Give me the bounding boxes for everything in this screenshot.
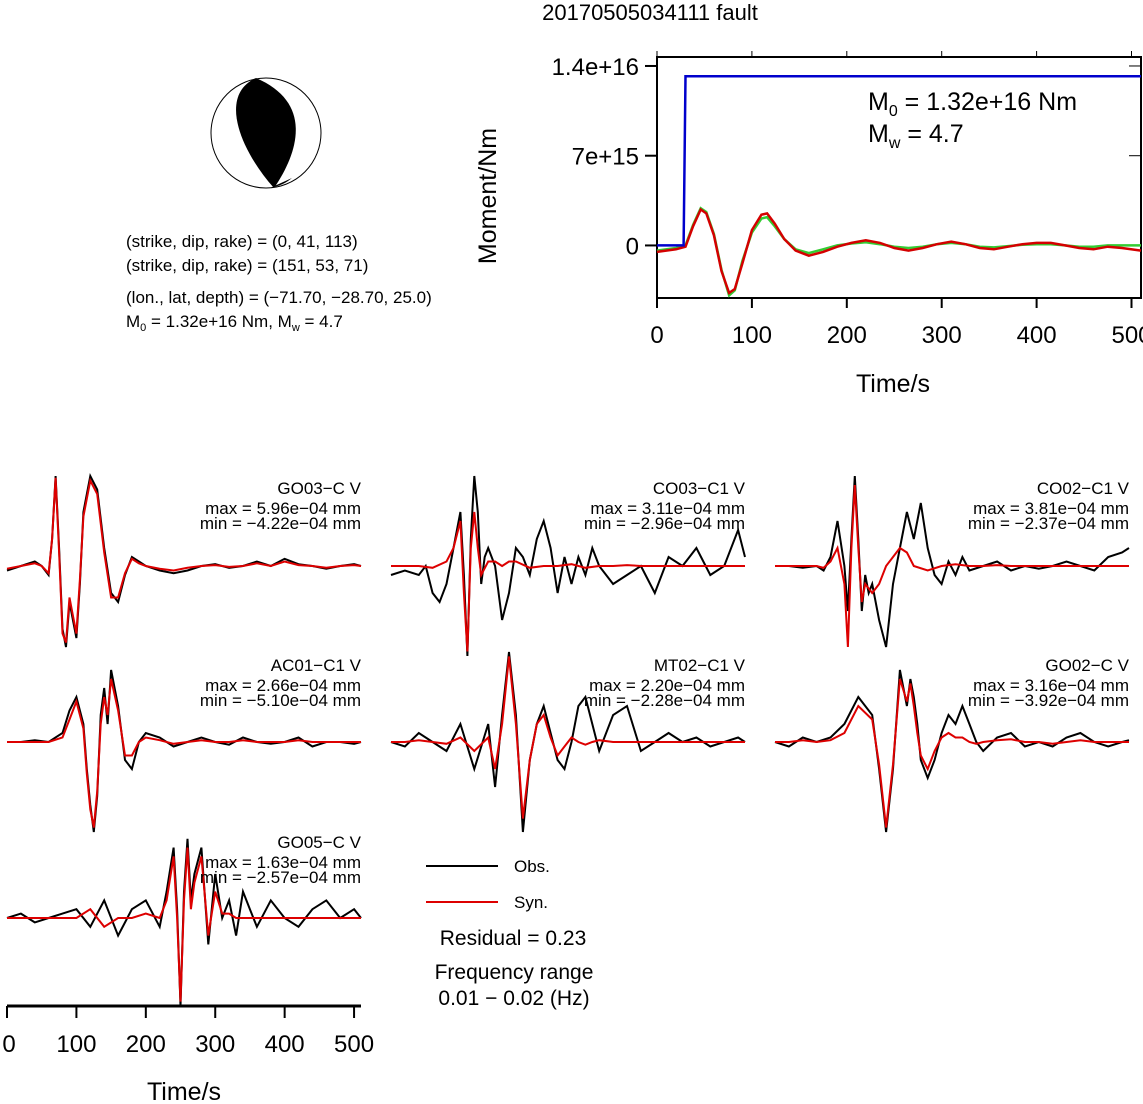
waveform-time-axis: Time/s 0 100 200 300 400 500 xyxy=(2,1004,374,1104)
station-min: min = −2.57e−04 mm xyxy=(200,868,361,887)
mechanism-moment: M0 = 1.32e+16 Nm, Mw = 4.7 xyxy=(126,312,343,334)
synthetic-waveform xyxy=(391,656,745,819)
station-max: max = 1.63e−04 mm xyxy=(205,853,361,872)
waveform-xtick-label: 200 xyxy=(126,1031,166,1058)
observed-waveform xyxy=(774,669,1130,833)
synthetic-waveform xyxy=(6,477,362,643)
moment-xlabel: Time/s xyxy=(856,370,930,398)
station-name: CO03−C1 V xyxy=(653,479,746,498)
waveform-xtick-label: 300 xyxy=(195,1031,235,1058)
mw-sym: M xyxy=(868,120,889,148)
moment-mid: = 1.32e+16 Nm, M xyxy=(146,312,292,331)
mw-rest: = 4.7 xyxy=(900,120,963,148)
station-name: MT02−C1 V xyxy=(654,656,746,675)
synthetic-waveform xyxy=(7,847,361,1002)
moment-series-line xyxy=(656,207,1142,295)
station-max: max = 3.81e−04 mm xyxy=(973,499,1129,518)
legend-obs-label: Obs. xyxy=(514,857,550,876)
station-max: max = 3.16e−04 mm xyxy=(973,676,1129,695)
moment-xtick-label: 0 xyxy=(650,322,663,349)
station-min: min = −2.37e−04 mm xyxy=(968,514,1129,533)
beachball xyxy=(210,77,322,189)
moment-xtick-label: 300 xyxy=(922,322,962,349)
station-min: min = −4.22e−04 mm xyxy=(200,514,361,533)
beachball-lobe xyxy=(270,178,292,188)
waveform-legend: Obs. Syn. Residual = 0.23 Frequency rang… xyxy=(426,857,593,1010)
moment-xtick-label: 100 xyxy=(732,322,772,349)
station-min: min = −2.28e−04 mm xyxy=(584,691,745,710)
moment-xtick-label: 400 xyxy=(1017,322,1057,349)
moment-ytick-label: 7e+15 xyxy=(572,144,639,171)
waveform-xtick-label: 100 xyxy=(56,1031,96,1058)
moment-series-line xyxy=(657,74,1141,247)
moment-ytick-label: 0 xyxy=(626,233,639,260)
beachball-compression xyxy=(236,78,296,188)
frequency-value: 0.01 − 0.02 (Hz) xyxy=(438,987,589,1010)
legend-syn-label: Syn. xyxy=(514,893,548,912)
moment-end: = 4.7 xyxy=(300,312,343,331)
mechanism-plane1: (strike, dip, rake) = (0, 41, 113) xyxy=(126,232,358,251)
synthetic-waveform xyxy=(775,678,1129,828)
mw-sub: w xyxy=(888,135,901,152)
station-name: CO02−C1 V xyxy=(1037,479,1130,498)
synthetic-waveform xyxy=(7,678,361,828)
moment-xtick-label: 500 xyxy=(1111,322,1143,349)
station-name: GO03−C V xyxy=(277,479,361,498)
moment-xtick-label: 200 xyxy=(827,322,867,349)
moment-annotation-m0: M0 = 1.32e+16 Nm xyxy=(868,88,1077,120)
figure-title: 20170505034111 fault xyxy=(542,0,758,25)
m0-sub: 0 xyxy=(889,103,898,120)
mechanism-plane2: (strike, dip, rake) = (151, 53, 71) xyxy=(126,256,368,275)
moment-m: M xyxy=(126,312,140,331)
mechanism-location: (lon., lat, depth) = (−71.70, −28.70, 25… xyxy=(126,288,432,307)
station-min: min = −3.92e−04 mm xyxy=(968,691,1129,710)
m0-sym: M xyxy=(868,88,889,116)
moment-sub0: 0 xyxy=(140,322,146,334)
station-max: max = 2.66e−04 mm xyxy=(205,676,361,695)
synthetic-waveform xyxy=(775,484,1129,648)
residual-text: Residual = 0.23 xyxy=(440,927,587,950)
synthetic-waveform xyxy=(391,511,745,652)
waveform-xtick-label: 0 xyxy=(2,1031,15,1058)
station-name: AC01−C1 V xyxy=(271,656,362,675)
station-name: GO05−C V xyxy=(277,833,361,852)
waveform-xtick-label: 400 xyxy=(265,1031,305,1058)
frequency-label: Frequency range xyxy=(435,961,594,984)
moment-plot-frame xyxy=(656,56,1142,299)
moment-ylabel: Moment/Nm xyxy=(474,128,502,264)
station-max: max = 3.11e−04 mm xyxy=(590,499,745,518)
m0-rest: = 1.32e+16 Nm xyxy=(898,88,1077,116)
station-name: GO02−C V xyxy=(1045,656,1129,675)
station-min: min = −2.96e−04 mm xyxy=(584,514,745,533)
moment-series-line xyxy=(656,206,1141,298)
waveform-xtick-label: 500 xyxy=(334,1031,374,1058)
station-max: max = 5.96e−04 mm xyxy=(205,499,361,518)
moment-ytick-label: 1.4e+16 xyxy=(552,54,639,81)
station-max: max = 2.20e−04 mm xyxy=(589,676,745,695)
waveform-xlabel: Time/s xyxy=(147,1078,221,1104)
observed-waveform xyxy=(390,651,746,833)
moment-rate-plot: M0 = 1.32e+16 Nm Mw = 4.7 Moment/Nm Time… xyxy=(474,51,1143,398)
observed-waveform xyxy=(775,475,1130,648)
moment-subw: w xyxy=(291,322,300,334)
station-min: min = −5.10e−04 mm xyxy=(200,691,361,710)
moment-annotation-mw: Mw = 4.7 xyxy=(868,120,964,152)
